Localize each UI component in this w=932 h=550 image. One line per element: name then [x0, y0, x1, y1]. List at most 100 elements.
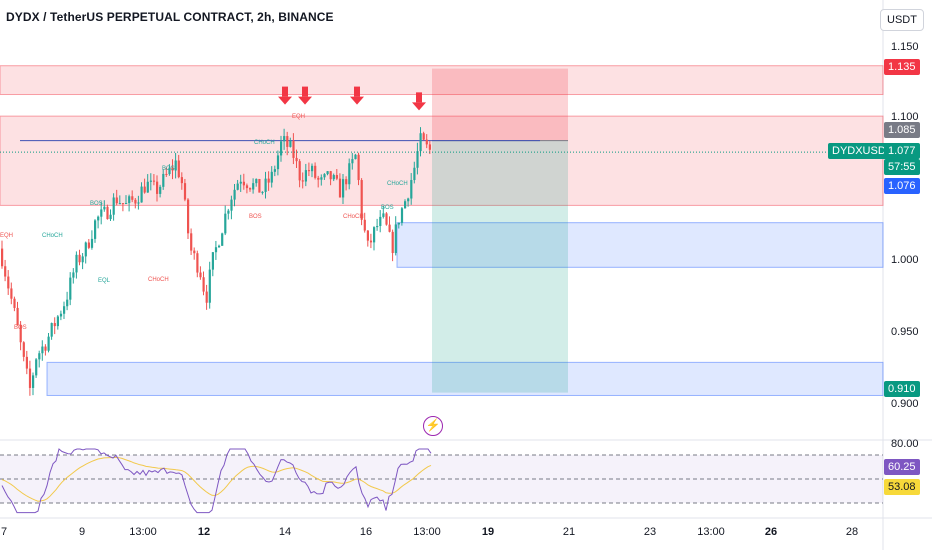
candle-body: [100, 209, 103, 217]
candle-body: [385, 213, 388, 225]
candle-body: [233, 189, 236, 200]
price-tick: 0.950: [891, 326, 919, 338]
candle-body: [320, 177, 323, 180]
candle-body: [391, 231, 394, 254]
candle-body: [379, 216, 382, 226]
candle-body: [416, 151, 419, 168]
stop-loss-area: [432, 68, 568, 141]
candle-body: [307, 170, 311, 172]
eql-label: EQL: [98, 278, 111, 284]
candle-body: [97, 216, 100, 221]
time-tick: 7: [0, 526, 8, 538]
bos-label: BOS: [162, 166, 175, 172]
lightning-icon[interactable]: ⚡: [423, 416, 443, 436]
rsi-value-tag: 60.25: [884, 459, 920, 475]
time-tick: 19: [481, 526, 495, 538]
candle-body: [335, 175, 338, 179]
candle-body: [404, 201, 407, 209]
bos-label: BOS: [14, 325, 27, 331]
candle-body: [311, 165, 314, 172]
time-tick: 14: [278, 526, 292, 538]
candle-body: [125, 203, 128, 205]
candle-body: [326, 171, 329, 175]
candle-body: [214, 247, 218, 253]
time-tick: 21: [562, 526, 576, 538]
candle-body: [273, 169, 276, 172]
candle-body: [289, 140, 292, 147]
candle-body: [84, 242, 87, 257]
time-tick: 13:00: [697, 526, 725, 538]
symbol-title: DYDX / TetherUS PERPETUAL CONTRACT, 2h, …: [6, 10, 334, 24]
candle-body: [190, 233, 193, 251]
candle-body: [134, 199, 137, 204]
time-tick: 28: [845, 526, 859, 538]
candle-body: [69, 277, 72, 300]
candle-body: [90, 238, 94, 248]
candle-body: [159, 186, 162, 194]
time-tick: 26: [764, 526, 778, 538]
candle-body: [168, 167, 171, 175]
candle-body: [4, 266, 7, 277]
candle-body: [47, 336, 50, 351]
candle-body: [280, 141, 283, 156]
candle-body: [329, 171, 332, 180]
sell-arrow-icon: [298, 96, 312, 105]
candle-body: [140, 186, 143, 203]
candle-body: [211, 252, 214, 270]
eqh-label: EQH: [292, 114, 306, 120]
candle-body: [87, 242, 90, 248]
candle-body: [199, 272, 202, 278]
bos-label: BOS: [249, 214, 262, 220]
bid-price-tag: 1.076: [884, 178, 920, 194]
candle-body: [376, 225, 379, 228]
candle-body: [59, 313, 63, 317]
sell-arrow-icon: [350, 96, 364, 105]
candle-body: [22, 342, 25, 357]
candle-body: [283, 136, 286, 142]
candle-body: [422, 133, 425, 140]
candle-body: [298, 161, 301, 181]
time-tick: 12: [197, 526, 211, 538]
candle-body: [94, 220, 97, 239]
candle-body: [267, 178, 270, 183]
choch-label: CHoCH: [387, 181, 408, 187]
rsi-ma-line: [1, 456, 432, 502]
candle-body: [78, 254, 81, 263]
currency-button[interactable]: USDT: [880, 9, 924, 31]
candle-body: [258, 178, 261, 193]
candle-body: [177, 160, 180, 178]
candle-body: [382, 213, 385, 217]
candle-body: [187, 199, 190, 234]
candle-body: [394, 224, 397, 254]
price-tick: 0.900: [891, 398, 919, 410]
candle-body: [19, 325, 22, 343]
candle-body: [397, 222, 400, 225]
candle-body: [7, 276, 10, 289]
price-tick: 1.100: [891, 111, 919, 123]
candle-body: [317, 177, 320, 180]
candle-body: [332, 175, 335, 180]
candle-body: [1, 248, 4, 267]
choch-label: CHoCH: [42, 233, 63, 239]
candle-body: [345, 179, 348, 185]
candle-body: [388, 224, 391, 232]
candle-body: [218, 245, 221, 248]
sell-arrow-icon: [302, 86, 308, 97]
sell-arrow-icon: [278, 96, 292, 105]
bos-label: BOS: [381, 205, 394, 211]
candle-body: [363, 219, 366, 231]
candle-body: [128, 196, 131, 204]
candle-body: [224, 213, 227, 234]
demand-zone: [46, 361, 884, 396]
rsi-line: [1, 448, 432, 514]
candle-body: [115, 197, 118, 204]
candle-body: [25, 356, 28, 369]
sell-arrow-icon: [282, 86, 288, 97]
candle-body: [137, 202, 140, 204]
candle-body: [103, 206, 106, 210]
line-price-tag: 1.085: [884, 122, 920, 138]
candle-body: [419, 133, 422, 152]
candle-body: [245, 185, 249, 189]
candle-body: [407, 198, 410, 202]
